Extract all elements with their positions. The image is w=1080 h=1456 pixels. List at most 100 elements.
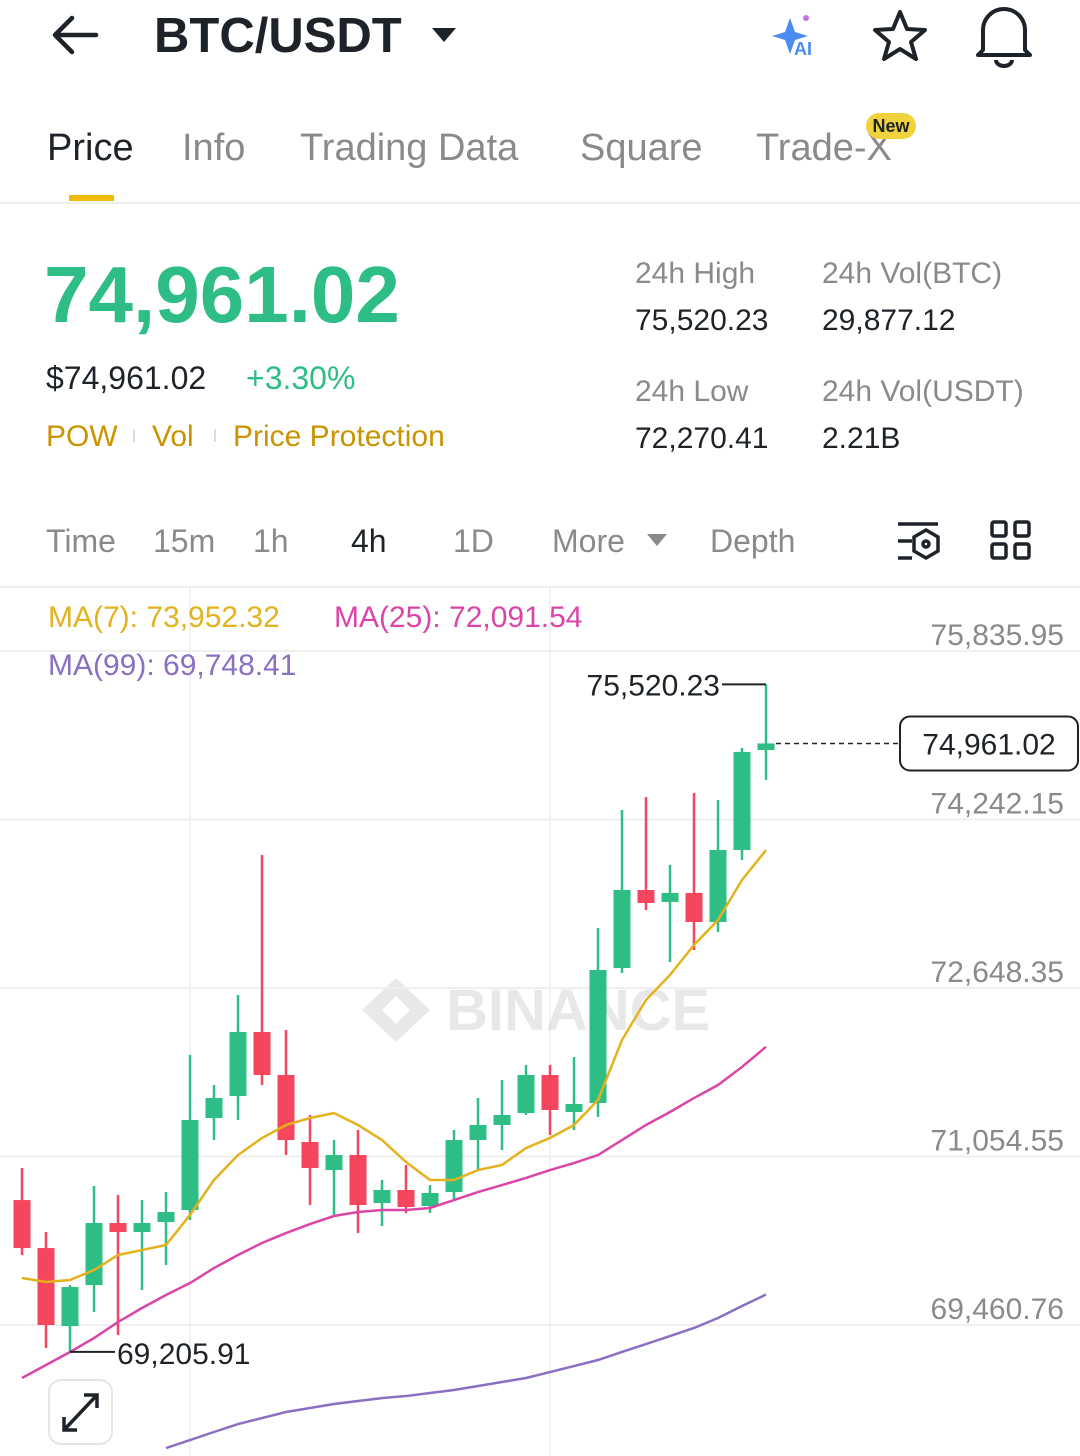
- grid: [0, 649, 1080, 1326]
- last-price: 74,961.02: [44, 250, 400, 339]
- tag[interactable]: Vol: [152, 420, 194, 453]
- y-tick-label: 72,648.35: [931, 956, 1064, 989]
- candle-body: [277, 1074, 295, 1141]
- candle-body: [13, 1200, 31, 1249]
- candle-body: [565, 1103, 583, 1112]
- ai-button[interactable]: AI: [772, 15, 812, 59]
- ma-legend: MA(7): 73,952.32: [48, 601, 280, 634]
- candle-body: [301, 1142, 319, 1169]
- stat-label: 24h Low: [635, 375, 749, 408]
- stat-value: 72,270.41: [635, 422, 768, 455]
- candle-body: [733, 751, 751, 851]
- y-tick-label: 74,242.15: [931, 787, 1064, 820]
- candle-body: [325, 1155, 343, 1171]
- candle-body: [205, 1098, 223, 1119]
- ai-sparkle: [772, 18, 808, 54]
- ma-legend: MA(25): 72,091.54: [334, 601, 582, 634]
- last-price-box: [899, 715, 1079, 772]
- tab[interactable]: Info: [182, 127, 245, 169]
- candle-body: [661, 892, 679, 902]
- plot: [13, 684, 775, 1450]
- expand-button[interactable]: [48, 1379, 113, 1445]
- tag[interactable]: Price Protection: [233, 420, 445, 453]
- candle-body: [517, 1074, 535, 1114]
- candle-body: [493, 1114, 511, 1125]
- candle-body: [85, 1222, 103, 1286]
- bell-clapper: [994, 59, 1014, 68]
- stat-label: 24h Vol(USDT): [822, 375, 1024, 408]
- tag[interactable]: POW: [46, 420, 118, 453]
- stat-label: 24h Vol(BTC): [822, 257, 1002, 290]
- interval[interactable]: 1D: [453, 523, 494, 559]
- candle-body: [685, 892, 703, 923]
- interval[interactable]: 1h: [253, 523, 289, 559]
- settings-dot: [921, 539, 931, 549]
- candle-body: [373, 1190, 391, 1204]
- y-tick-label: 71,054.55: [931, 1124, 1064, 1157]
- pair-dropdown[interactable]: [432, 28, 456, 42]
- low-label: 69,205.91: [117, 1338, 250, 1371]
- tab[interactable]: Price: [47, 127, 134, 169]
- candle-body: [157, 1212, 175, 1223]
- interval[interactable]: More: [552, 523, 625, 559]
- back-button[interactable]: [52, 15, 99, 55]
- candle-body: [637, 889, 655, 903]
- layout-cell: [990, 520, 1008, 538]
- tab-indicator: [69, 195, 114, 201]
- ma-line: [21, 1045, 767, 1380]
- layout-cell: [990, 542, 1008, 560]
- ma-line: [165, 1293, 767, 1450]
- candle-body: [37, 1248, 55, 1326]
- indicator-settings[interactable]: [898, 522, 940, 561]
- layout-cell: [1013, 542, 1031, 560]
- layout-cell: [1013, 520, 1031, 538]
- settings-hex: [912, 527, 940, 561]
- expand-icon: [62, 1393, 99, 1432]
- last-price-label: 74,961.02: [922, 728, 1055, 761]
- candle-body: [109, 1222, 127, 1232]
- pair-title[interactable]: BTC/USDT: [154, 9, 402, 63]
- candle-body: [445, 1140, 463, 1193]
- stat-value: 29,877.12: [822, 304, 955, 337]
- price-change: +3.30%: [246, 360, 355, 396]
- high-label: 75,520.23: [587, 669, 720, 702]
- new-badge-bg: [866, 113, 916, 139]
- overlay: 75,835.95 74,242.15 72,648.35 71,054.55 69,4…: [48, 601, 1079, 1371]
- candle-body: [61, 1287, 79, 1327]
- ai-dot: [803, 15, 809, 21]
- candle-body: [253, 1031, 271, 1075]
- usd-price: $74,961.02: [46, 360, 206, 396]
- y-tick-label: 69,460.76: [931, 1293, 1064, 1326]
- candle-body: [541, 1074, 559, 1110]
- favorite-button[interactable]: [873, 10, 927, 61]
- candle-body: [757, 743, 775, 751]
- watermark-logo: [362, 978, 430, 1042]
- candle-body: [229, 1031, 247, 1097]
- back-icon: [52, 15, 99, 55]
- tab[interactable]: Square: [580, 127, 703, 169]
- ai-label: AI: [794, 39, 812, 59]
- candle-body: [181, 1120, 199, 1210]
- bell-icon: [976, 7, 1032, 57]
- candle-body: [133, 1222, 151, 1232]
- candle-body: [397, 1190, 415, 1208]
- interval[interactable]: Depth: [710, 523, 795, 559]
- tab[interactable]: Trading Data: [300, 127, 519, 169]
- candle-body: [421, 1192, 439, 1206]
- settings-lines: [898, 522, 938, 560]
- layout-button[interactable]: [990, 520, 1031, 560]
- candle-body: [589, 970, 607, 1104]
- candle-body: [469, 1124, 487, 1141]
- more-caret: [647, 534, 667, 546]
- interval[interactable]: 15m: [153, 523, 215, 559]
- stat-label: 24h High: [635, 257, 755, 290]
- candle-body: [709, 850, 727, 923]
- candle-body: [349, 1155, 367, 1206]
- alert-button[interactable]: [976, 7, 1032, 68]
- ma-legend: MA(99): 69,748.41: [48, 649, 296, 682]
- interval[interactable]: Time: [46, 523, 116, 559]
- interval[interactable]: 4h: [351, 523, 387, 559]
- stat-value: 2.21B: [822, 422, 900, 455]
